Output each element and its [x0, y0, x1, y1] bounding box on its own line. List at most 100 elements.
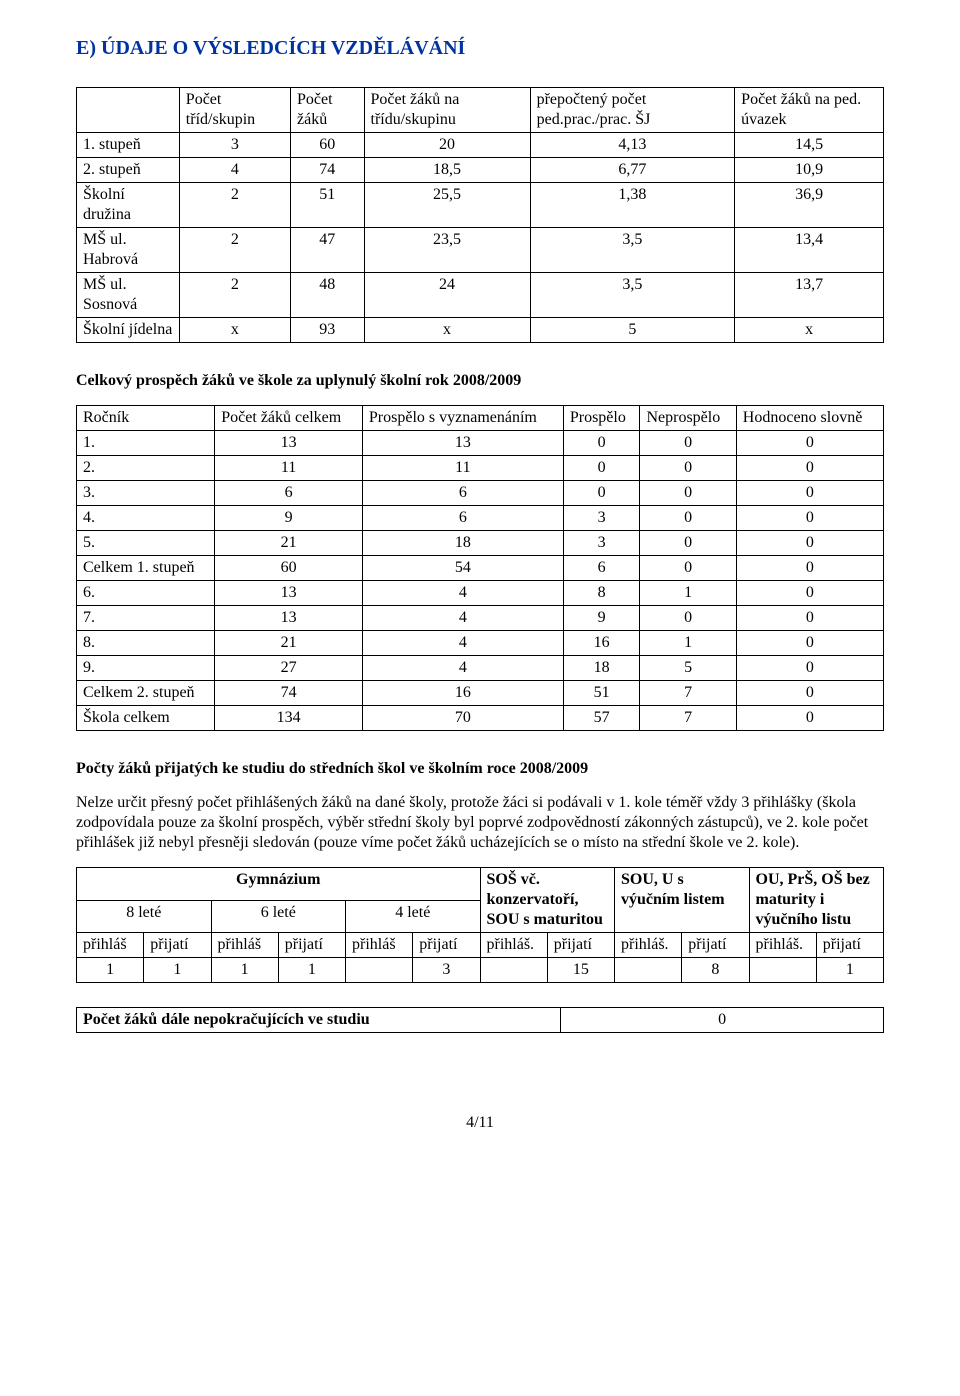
val-c-11: 1	[816, 958, 883, 983]
cell-b-4-0: 5.	[77, 531, 215, 556]
cell-b-8-0: 8.	[77, 631, 215, 656]
cell-b-1-4: 0	[640, 456, 736, 481]
cell-a-1-4: 6,77	[530, 158, 735, 183]
cell-b-3-3: 3	[563, 506, 640, 531]
cell-b-0-4: 0	[640, 431, 736, 456]
cell-b-1-1: 11	[215, 456, 363, 481]
cell-a-5-3: x	[364, 318, 530, 343]
paragraph-stredni: Nelze určit přesný počet přihlášených žá…	[76, 793, 884, 853]
header-sou-text: SOU, U s výučním listem	[621, 871, 725, 908]
cell-b-0-5: 0	[736, 431, 883, 456]
th-pupils: Počet žáků	[291, 88, 365, 133]
cell-b-2-5: 0	[736, 481, 883, 506]
cell-b-11-0: Škola celkem	[77, 706, 215, 731]
cell-b-6-1: 13	[215, 581, 363, 606]
cell-b-2-0: 3.	[77, 481, 215, 506]
cell-a-1-1: 4	[179, 158, 290, 183]
table-stredni: Gymnázium SOŠ vč. konzervatoří, SOU s ma…	[76, 867, 884, 983]
cell-b-4-2: 18	[362, 531, 563, 556]
cell-b-9-5: 0	[736, 656, 883, 681]
cell-a-2-5: 36,9	[735, 183, 884, 228]
cell-a-2-1: 2	[179, 183, 290, 228]
cell-b-5-4: 0	[640, 556, 736, 581]
cell-b-7-5: 0	[736, 606, 883, 631]
cell-b-4-4: 0	[640, 531, 736, 556]
cell-b-5-2: 54	[362, 556, 563, 581]
sub-prijati-3: přijatí	[413, 933, 480, 958]
sub-prijati-6: přijatí	[816, 933, 883, 958]
cell-b-1-3: 0	[563, 456, 640, 481]
th-blank	[77, 88, 180, 133]
cell-a-1-2: 74	[291, 158, 365, 183]
val-c-5: 3	[413, 958, 480, 983]
val-c-7: 15	[547, 958, 614, 983]
cell-b-1-5: 0	[736, 456, 883, 481]
cell-b-0-1: 13	[215, 431, 363, 456]
cell-a-3-3: 23,5	[364, 228, 530, 273]
header-6lete: 6 leté	[211, 900, 346, 933]
cell-a-0-1: 3	[179, 133, 290, 158]
th-pocet: Počet žáků celkem	[215, 406, 363, 431]
table-prospech: Ročník Počet žáků celkem Prospělo s vyzn…	[76, 405, 884, 731]
cell-b-6-2: 4	[362, 581, 563, 606]
header-ou-text: OU, PrŠ, OŠ bez maturity i výučního list…	[756, 871, 870, 928]
cell-b-3-1: 9	[215, 506, 363, 531]
cell-a-4-2: 48	[291, 273, 365, 318]
cell-a-3-0: MŠ ul. Habrová	[77, 228, 180, 273]
header-8lete: 8 leté	[77, 900, 212, 933]
th-per: Počet žáků na třídu/skupinu	[364, 88, 530, 133]
cell-b-11-4: 7	[640, 706, 736, 731]
cell-a-5-2: 93	[291, 318, 365, 343]
cell-b-8-2: 4	[362, 631, 563, 656]
cell-a-0-0: 1. stupeň	[77, 133, 180, 158]
cell-b-11-2: 70	[362, 706, 563, 731]
th-rocnik: Ročník	[77, 406, 215, 431]
cell-b-7-3: 9	[563, 606, 640, 631]
page-number: 4/11	[76, 1113, 884, 1133]
sub-prijati-1: přijatí	[144, 933, 211, 958]
cell-b-0-3: 0	[563, 431, 640, 456]
val-c-1: 1	[144, 958, 211, 983]
cell-b-9-2: 4	[362, 656, 563, 681]
cell-b-9-1: 27	[215, 656, 363, 681]
cell-b-4-5: 0	[736, 531, 883, 556]
cell-b-2-1: 6	[215, 481, 363, 506]
cell-a-2-3: 25,5	[364, 183, 530, 228]
header-ou: OU, PrŠ, OŠ bez maturity i výučního list…	[749, 868, 884, 933]
cell-a-4-5: 13,7	[735, 273, 884, 318]
cell-a-5-5: x	[735, 318, 884, 343]
cell-b-0-0: 1.	[77, 431, 215, 456]
cell-b-10-5: 0	[736, 681, 883, 706]
cell-b-8-1: 21	[215, 631, 363, 656]
cell-b-5-1: 60	[215, 556, 363, 581]
cell-b-8-4: 1	[640, 631, 736, 656]
sub-prihlas-3: přihláš	[346, 933, 413, 958]
th-neprosp: Neprospělo	[640, 406, 736, 431]
cell-b-5-0: Celkem 1. stupeň	[77, 556, 215, 581]
cell-a-4-1: 2	[179, 273, 290, 318]
val-c-4	[346, 958, 413, 983]
sub-prijati-5: přijatí	[682, 933, 749, 958]
cell-a-2-2: 51	[291, 183, 365, 228]
cell-b-6-3: 8	[563, 581, 640, 606]
subsection-prospech-title: Celkový prospěch žáků ve škole za uplynu…	[76, 371, 884, 391]
th-ped: přepočtený počet ped.prac./prac. ŠJ	[530, 88, 735, 133]
cell-b-9-0: 9.	[77, 656, 215, 681]
header-sos-text: SOŠ vč. konzervatoří, SOU s maturitou	[487, 871, 603, 928]
cell-a-5-1: x	[179, 318, 290, 343]
header-4lete: 4 leté	[346, 900, 481, 933]
cell-b-7-2: 4	[362, 606, 563, 631]
sub-prihlas-2: přihláš	[211, 933, 278, 958]
cell-a-3-4: 3,5	[530, 228, 735, 273]
header-sos: SOŠ vč. konzervatoří, SOU s maturitou	[480, 868, 615, 933]
cell-a-5-4: 5	[530, 318, 735, 343]
cell-b-8-5: 0	[736, 631, 883, 656]
cell-b-4-3: 3	[563, 531, 640, 556]
table-nepokracujici: Počet žáků dále nepokračujících ve studi…	[76, 1007, 884, 1033]
cell-b-10-4: 7	[640, 681, 736, 706]
cell-a-4-0: MŠ ul. Sosnová	[77, 273, 180, 318]
th-slovne: Hodnoceno slovně	[736, 406, 883, 431]
cell-b-10-1: 74	[215, 681, 363, 706]
sub-prihlas-1: přihláš	[77, 933, 144, 958]
table-classes: Počet tříd/skupin Počet žáků Počet žáků …	[76, 87, 884, 343]
